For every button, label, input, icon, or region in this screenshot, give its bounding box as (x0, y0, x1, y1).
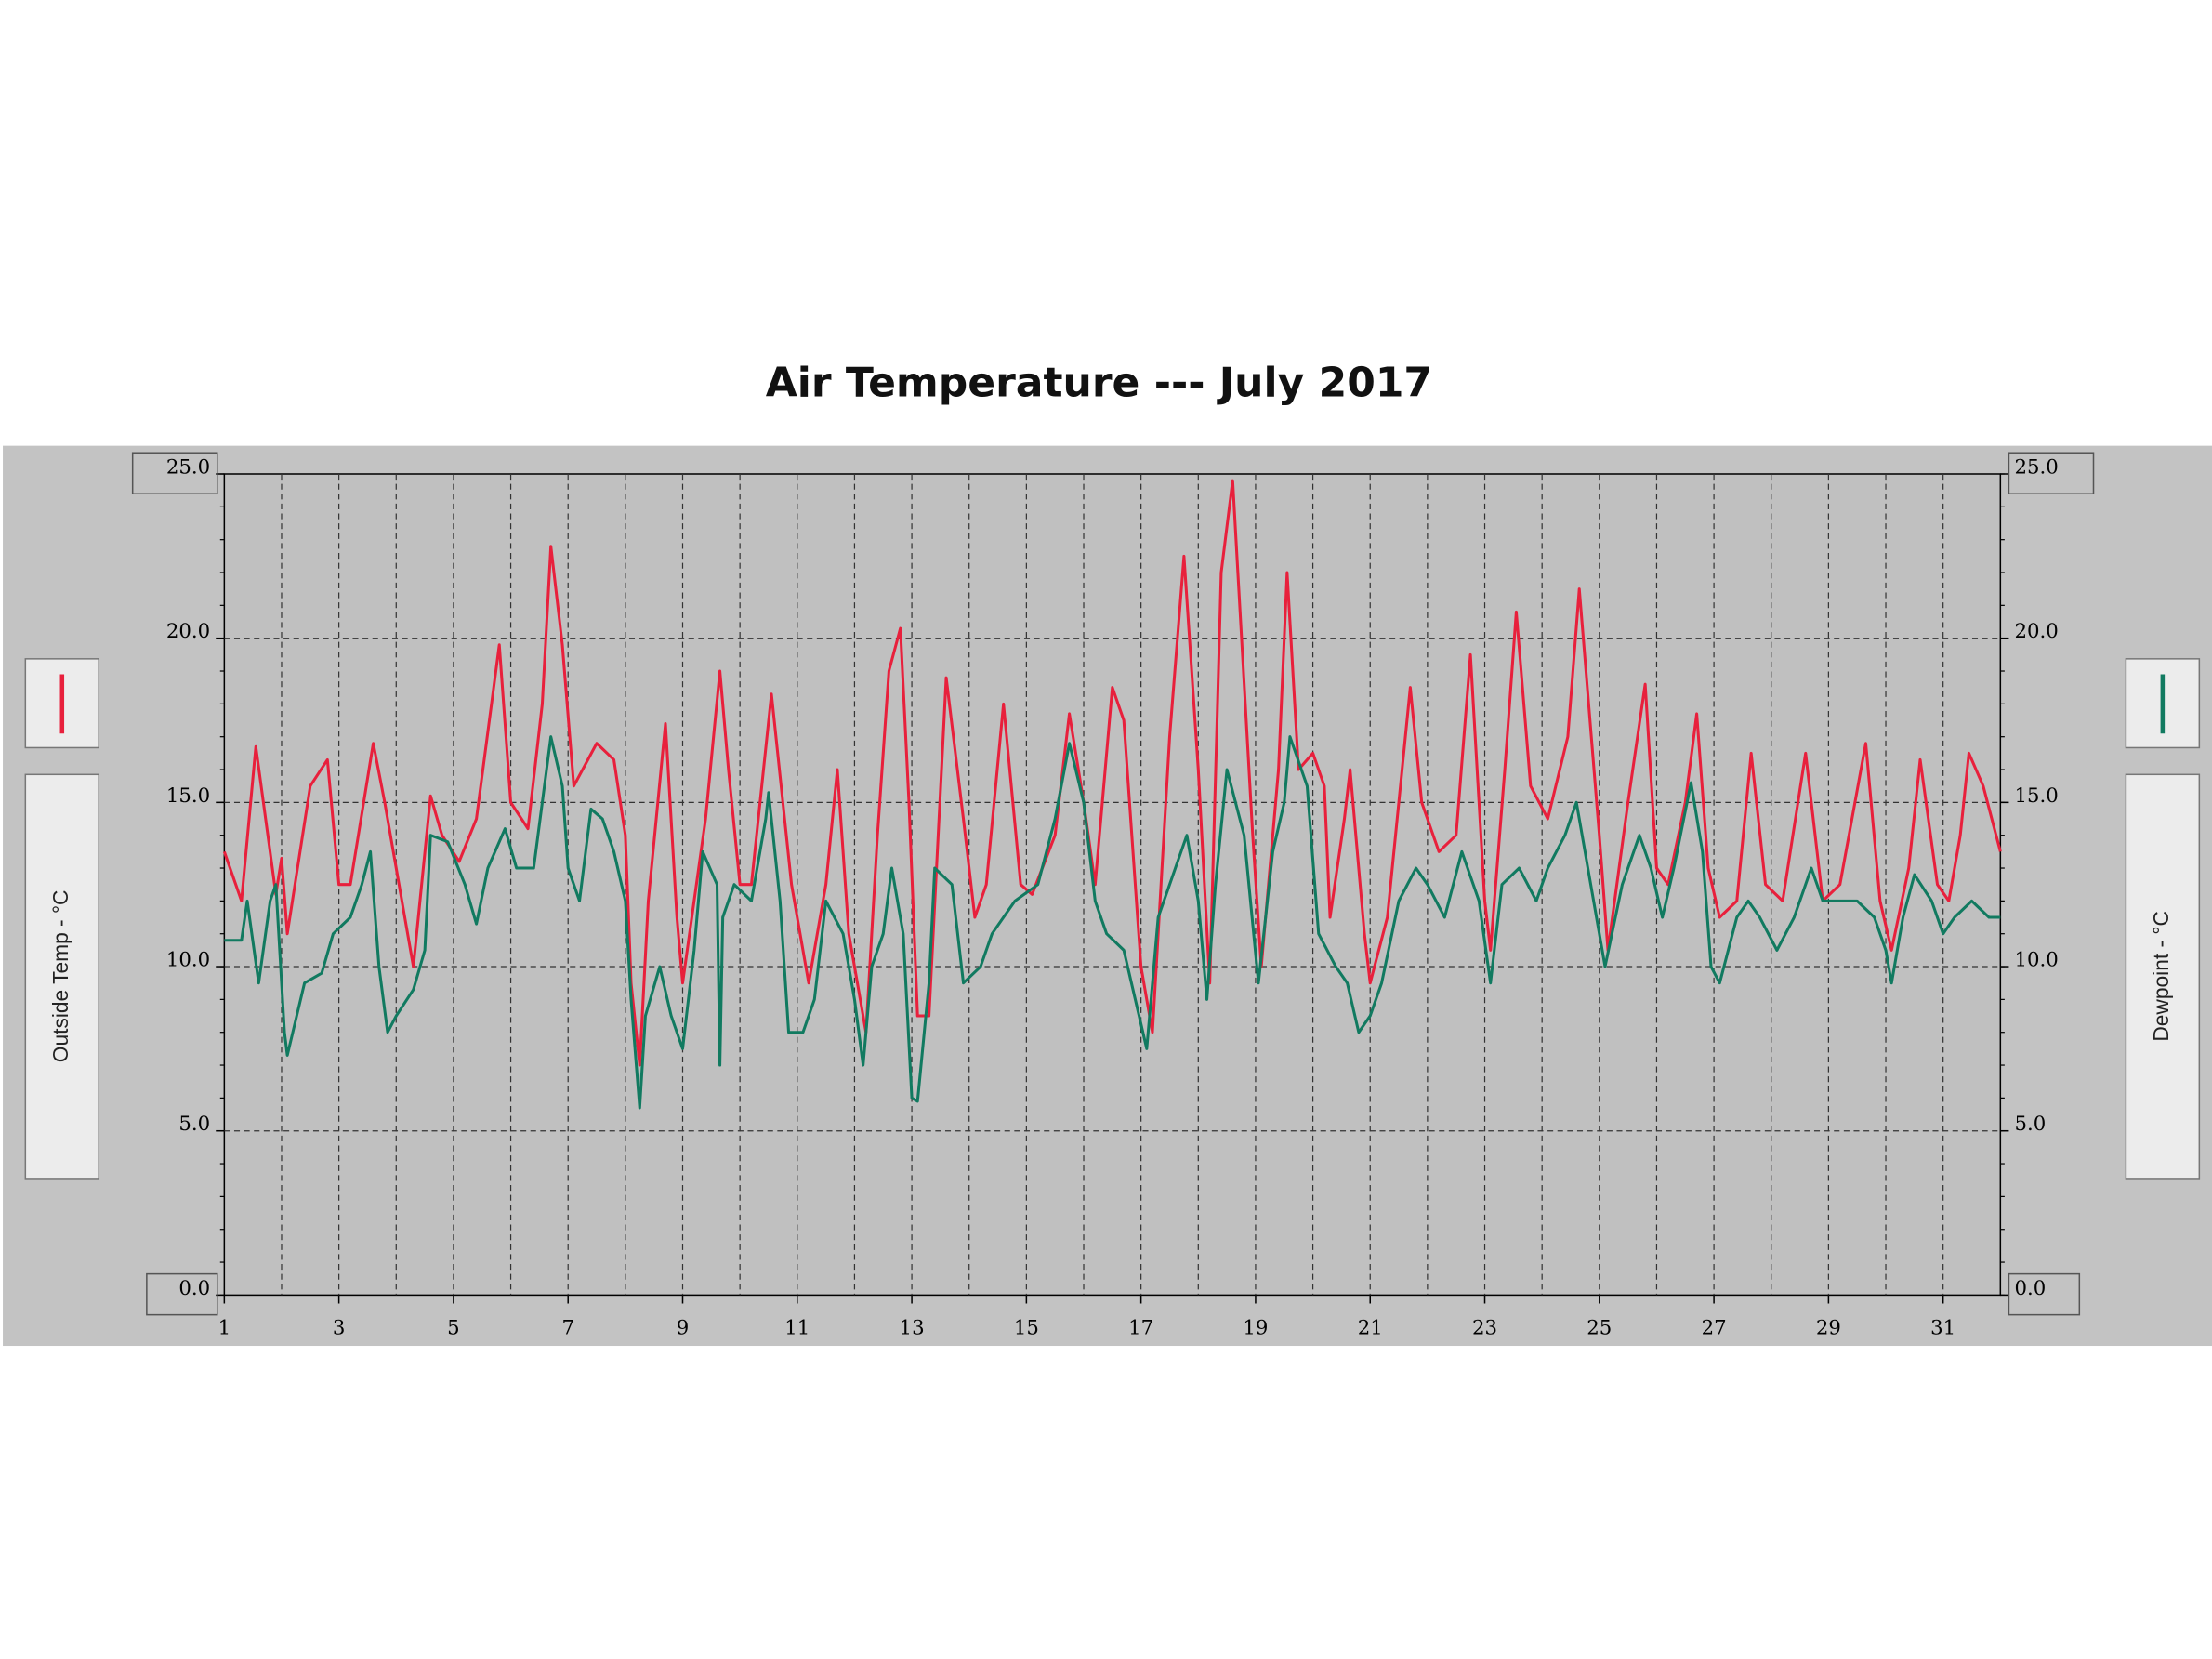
y2-tick-label: 10.0 (2014, 948, 2058, 971)
y-tick-label: 10.0 (166, 948, 210, 971)
right-legend: Dewpoint - °C (2125, 658, 2201, 1180)
x-tick-label: 25 (1587, 1316, 1612, 1339)
y2-tick-label: 25.0 (2014, 455, 2058, 479)
y2-tick-label: 5.0 (2014, 1113, 2046, 1136)
tick-box (131, 452, 218, 495)
y-tick-label: 25.0 (166, 455, 210, 479)
tick-box (146, 1272, 218, 1316)
x-tick-label: 15 (1014, 1316, 1039, 1339)
y2-tick-label: 15.0 (2014, 784, 2058, 808)
x-tick-label: 1 (218, 1316, 231, 1339)
y-tick-label: 0.0 (178, 1277, 210, 1300)
x-tick-label: 31 (1930, 1316, 1955, 1339)
x-tick-label: 17 (1128, 1316, 1153, 1339)
x-tick-label: 21 (1358, 1316, 1383, 1339)
x-tick-label: 29 (1816, 1316, 1841, 1339)
x-tick-label: 11 (784, 1316, 810, 1339)
x-tick-label: 5 (447, 1316, 460, 1339)
y2-tick-label: 20.0 (2014, 620, 2058, 643)
y2-axis-label: Dewpoint - °C (2149, 911, 2173, 1042)
x-tick-label: 7 (561, 1316, 574, 1339)
x-tick-label: 3 (333, 1316, 346, 1339)
x-tick-label: 23 (1472, 1316, 1497, 1339)
y2-tick-label: 0.0 (2014, 1277, 2046, 1300)
left-legend: Outside Temp - °C (24, 658, 100, 1180)
tick-box (2008, 1272, 2081, 1316)
chart-title: Air Temperature --- July 2017 (766, 359, 1432, 406)
axis-label-box (24, 773, 100, 1180)
x-tick-label: 27 (1702, 1316, 1727, 1339)
plot-area (223, 473, 2002, 1297)
series-line (224, 735, 2001, 1110)
y-tick-label: 15.0 (166, 784, 210, 808)
tick-box (2008, 452, 2095, 495)
x-tick-label: 19 (1243, 1316, 1268, 1339)
x-tick-label: 9 (677, 1316, 690, 1339)
x-tick-label: 13 (900, 1316, 925, 1339)
series-line (222, 479, 2002, 1067)
axis-label-box (2125, 773, 2201, 1180)
y-tick-label: 5.0 (178, 1113, 210, 1136)
y-tick-label: 20.0 (166, 620, 210, 643)
y-axis-label: Outside Temp - °C (48, 890, 72, 1063)
